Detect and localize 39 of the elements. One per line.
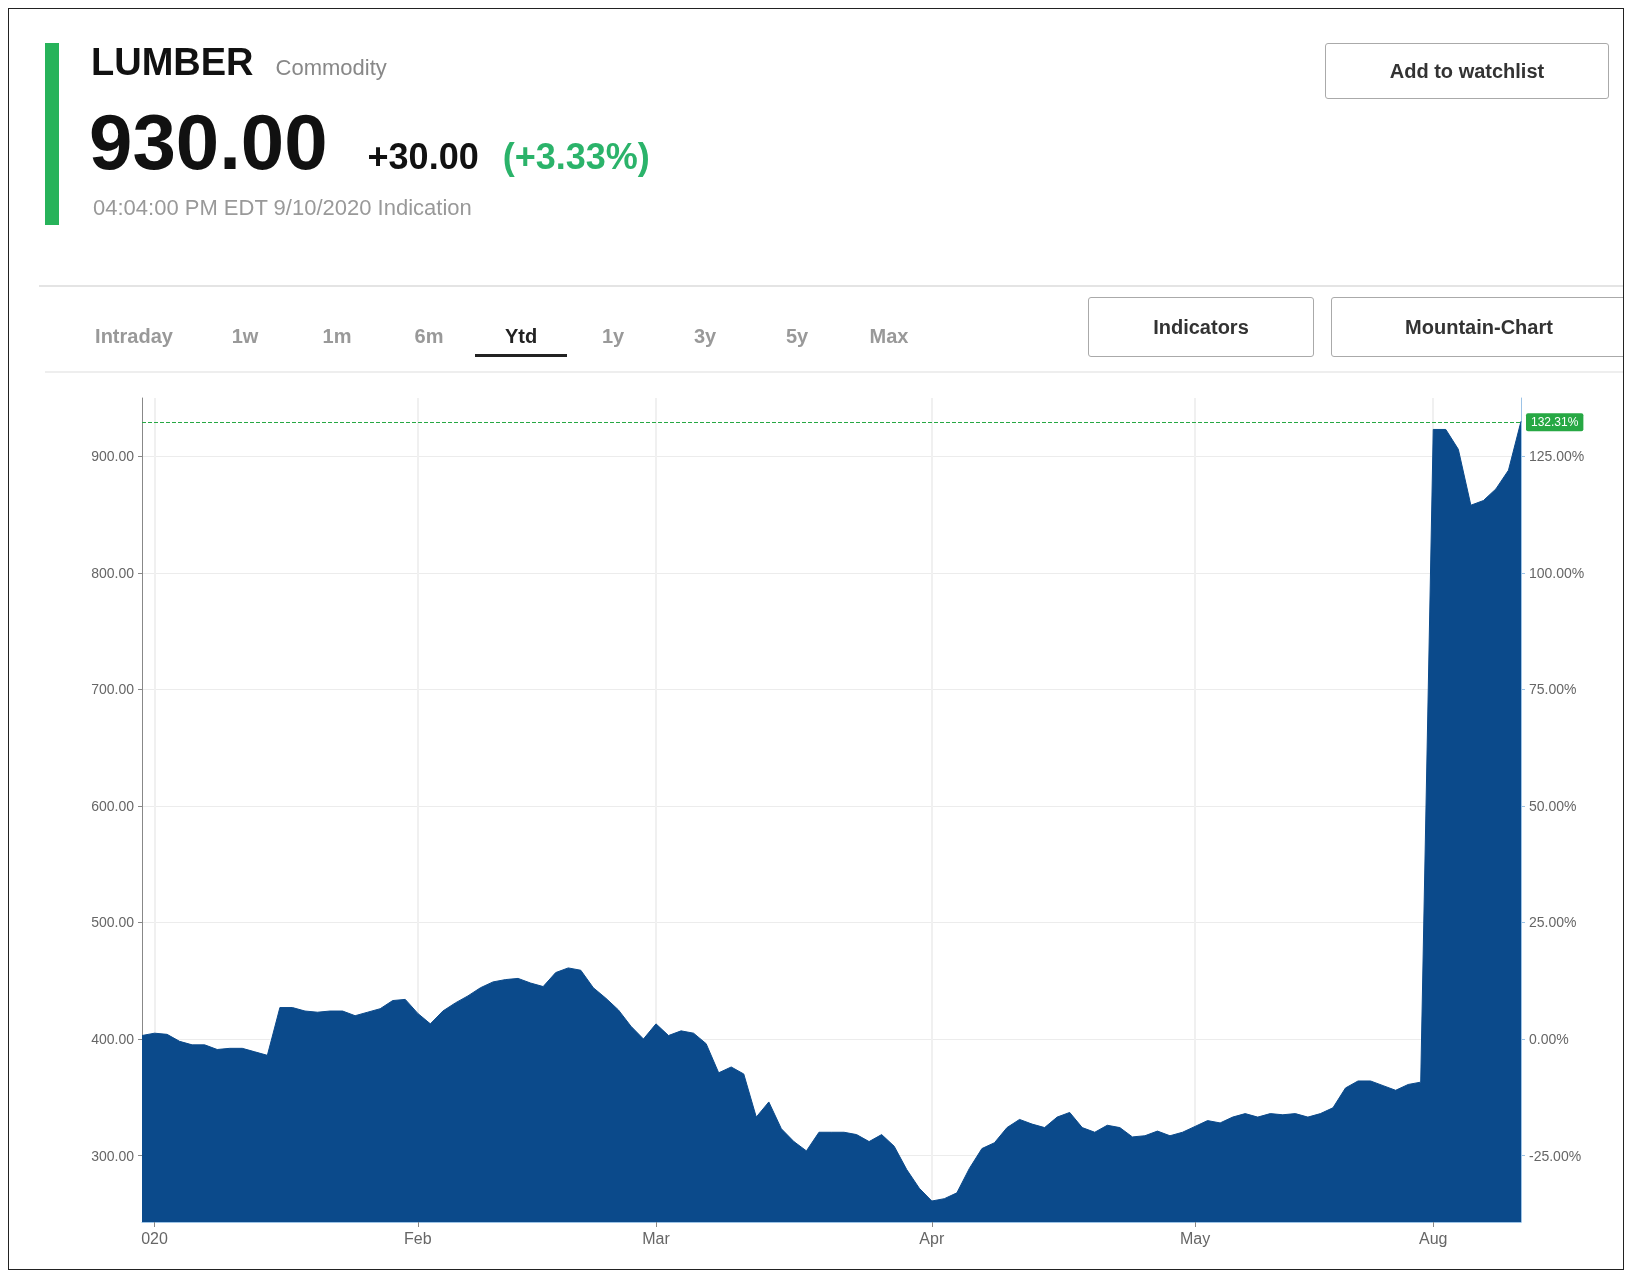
text: 6m — [413, 324, 445, 349]
y2-tick-label: -25.00% — [1529, 1147, 1582, 1164]
y2-tick-label: 100.00% — [1529, 564, 1585, 581]
text: Max — [868, 324, 910, 349]
text: Intraday — [94, 324, 174, 349]
text: (+3.33%) — [502, 136, 650, 178]
y2-tick-label: 50.00% — [1529, 797, 1577, 814]
y2-tick-label: 75.00% — [1529, 681, 1577, 698]
x-tick-label: 020 — [141, 1229, 168, 1247]
y2-tick-label: 125.00% — [1529, 448, 1585, 465]
x-tick-label: Apr — [919, 1229, 945, 1247]
text: Ytd — [475, 319, 567, 357]
text: 5y — [784, 324, 810, 349]
y-tick-label: 700.00 — [91, 681, 135, 698]
x-tick-label: Aug — [1419, 1229, 1448, 1247]
y-tick-label: 300.00 — [91, 1147, 135, 1164]
text: 1y — [600, 324, 626, 349]
text: Mountain-Chart — [1404, 314, 1554, 340]
text: 3y — [692, 324, 718, 349]
chart-subtitle: Commodity — [275, 55, 387, 81]
text: 930.00 — [89, 97, 328, 188]
text: Add to watchlist — [1325, 43, 1609, 99]
y-tick-label: 500.00 — [91, 914, 135, 931]
text: 1w — [230, 324, 260, 349]
chart-title: LUMBER — [91, 41, 254, 84]
text: 04:04:00 PM EDT 9/10/2020 Indication — [93, 195, 472, 221]
y2-tick-label: 0.00% — [1529, 1031, 1569, 1048]
x-tick-label: May — [1179, 1229, 1211, 1247]
x-tick-label: Mar — [642, 1229, 671, 1247]
y-tick-label: 900.00 — [91, 448, 135, 465]
text: +30.00 — [367, 136, 479, 178]
text: 1m — [321, 324, 353, 349]
text: Indicators — [1088, 297, 1314, 357]
y-tick-label: 400.00 — [91, 1031, 135, 1048]
y-tick-label: 600.00 — [91, 797, 135, 814]
y-tick-label: 800.00 — [91, 564, 135, 581]
y2-tick-label: 25.00% — [1529, 914, 1577, 931]
ref-line-label: 132.31% — [1531, 415, 1579, 430]
x-tick-label: Feb — [404, 1229, 432, 1247]
